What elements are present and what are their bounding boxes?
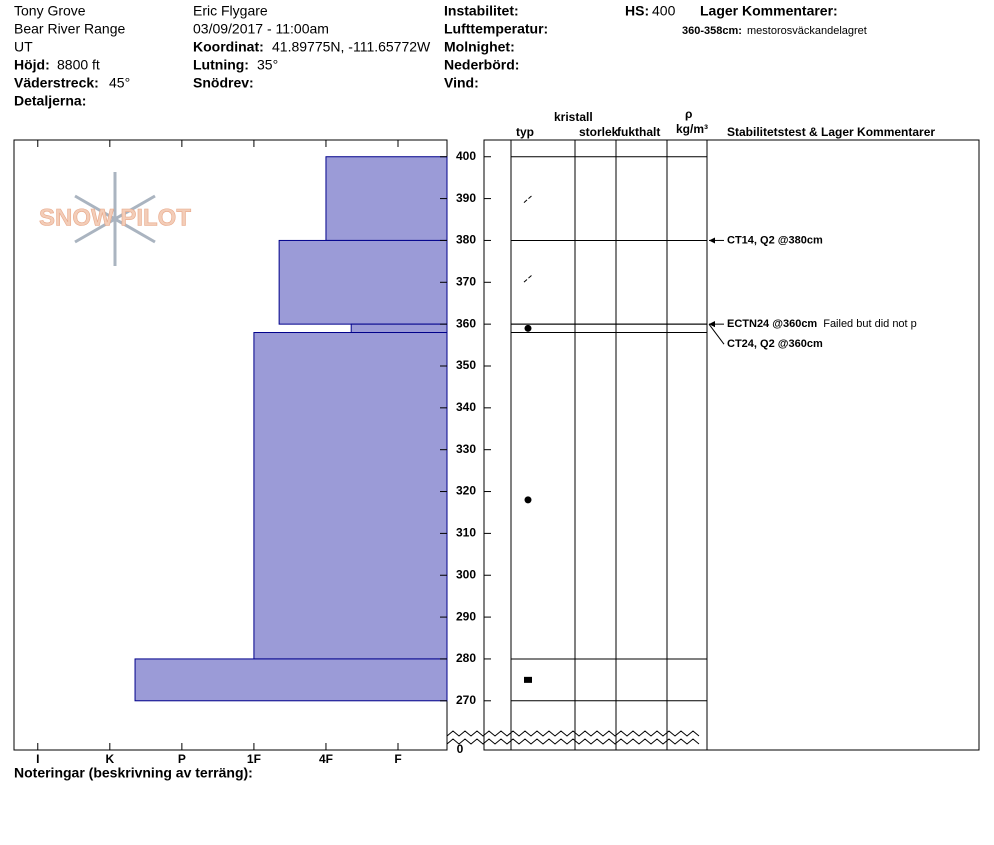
y-tick-label: 320 (456, 484, 476, 498)
y-tick-label: 370 (456, 274, 476, 288)
arrow-head (709, 321, 715, 328)
hardness-bar (253, 332, 448, 660)
range: Bear River Range (14, 21, 125, 37)
value: 8800 ft (57, 57, 100, 73)
strat-frame (483, 139, 980, 751)
logo (74, 172, 156, 266)
arrow-head (709, 237, 715, 244)
grain-symbol (523, 194, 534, 203)
value: 45° (109, 75, 130, 91)
label: Molnighet: (444, 39, 515, 55)
y-tick-label: 300 (456, 567, 476, 581)
test-label: CT14, Q2 @380cm (727, 234, 823, 246)
value: 41.89775N, -111.65772W (272, 39, 431, 55)
y-tick-label: 400 (456, 149, 476, 163)
column-headers: kristall typ storlek fukthalt ρ kg/m³ St… (516, 107, 935, 139)
y-tick-label: 380 (456, 233, 476, 247)
header: kristall (554, 110, 593, 124)
column-lines (510, 140, 708, 750)
x-tick-label: K (105, 752, 114, 766)
value: 400 (652, 3, 676, 19)
grain-symbol (524, 676, 532, 683)
test-comment: Failed but did not p (823, 318, 917, 330)
y-tick-label: 330 (456, 442, 476, 456)
label: Snödrev: (193, 75, 254, 91)
header: fukthalt (617, 125, 660, 139)
y-tick-label: 270 (456, 693, 476, 707)
label: Lufttemperatur: (444, 21, 548, 37)
comment: mestorosväckandelagret (747, 25, 867, 37)
test-arrow (708, 323, 725, 345)
grain-symbol (523, 273, 534, 283)
axis-break (446, 730, 700, 745)
label: Väderstreck: (14, 75, 99, 91)
header: kg/m³ (676, 122, 708, 136)
label: Nederbörd: (444, 57, 519, 73)
y-tick-label: 350 (456, 358, 476, 372)
state: UT (14, 39, 33, 55)
label: HS: (625, 3, 649, 19)
label: Instabilitet: (444, 3, 519, 19)
header: typ (516, 125, 534, 139)
y-tick-label: 360 (456, 316, 476, 330)
header: storlek (579, 125, 619, 139)
y-tick-label: 290 (456, 609, 476, 623)
hardness-bar (134, 658, 448, 702)
x-tick-label: 1F (247, 752, 261, 766)
hardness-bar (278, 239, 448, 325)
hardness-bar (350, 323, 448, 334)
y-tick-label: 390 (456, 191, 476, 205)
test-label: CT24, Q2 @360cm (727, 338, 823, 350)
label: Koordinat: (193, 39, 264, 55)
label: Vind: (444, 75, 479, 91)
test-label: ECTN24 @360cm (727, 318, 817, 330)
label: Lutning: (193, 57, 249, 73)
x-tick-label: P (178, 752, 186, 766)
y-tick-label: 340 (456, 400, 476, 414)
location: Tony Grove (14, 3, 86, 19)
label: Detaljerna: (14, 93, 86, 109)
notes: Noteringar (beskrivning av terräng): (14, 765, 253, 781)
label: Höjd: (14, 57, 50, 73)
grain-symbol (524, 324, 532, 332)
label: Lager Kommentarer: (700, 3, 838, 19)
hardness-bar (325, 156, 448, 241)
datetime: 03/09/2017 - 11:00am (193, 21, 329, 37)
value: 35° (257, 57, 278, 73)
header: Tony Grove Bear River Range UT Höjd: 880… (14, 3, 867, 109)
y-tick-label: 280 (456, 651, 476, 665)
x-tick-label: I (36, 752, 39, 766)
header: Stabilitetstest & Lager Kommentarer (727, 125, 935, 139)
y-tick-label: 0 (457, 742, 464, 756)
header: ρ (685, 107, 692, 121)
y-tick-label: 310 (456, 526, 476, 540)
observer: Eric Flygare (193, 3, 268, 19)
grain-symbol (524, 496, 532, 504)
logo-text: SNOW PILOT (39, 204, 191, 231)
x-tick-label: 4F (319, 752, 333, 766)
label: 360-358cm: (682, 25, 742, 37)
x-tick-label: F (394, 752, 401, 766)
